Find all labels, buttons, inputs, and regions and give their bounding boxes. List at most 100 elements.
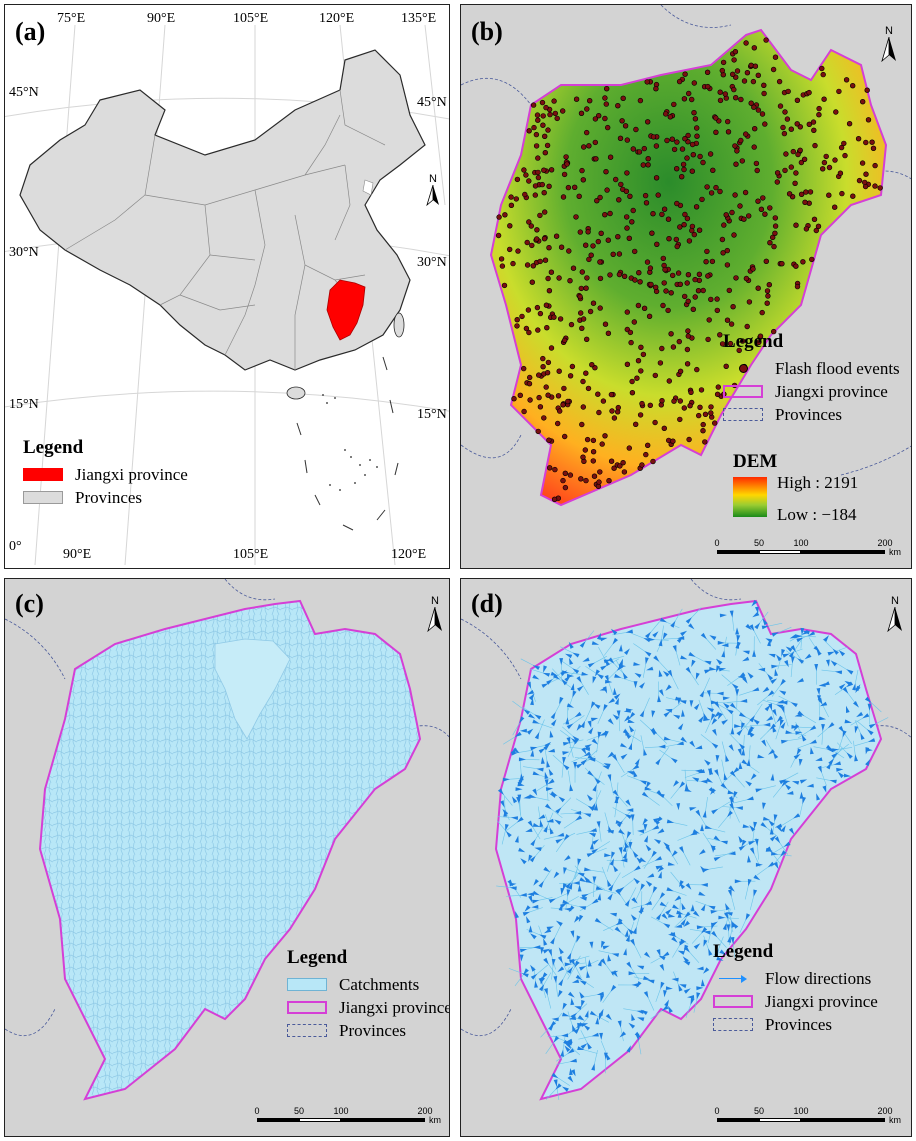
- flood-event-point: [535, 174, 542, 181]
- flow-arrow: [569, 1058, 577, 1063]
- flow-arrow: [628, 841, 633, 850]
- flow-arrow: [802, 796, 806, 805]
- flow-arrow: [732, 767, 740, 774]
- flow-arrow: [562, 757, 566, 765]
- flow-arrow: [667, 862, 676, 866]
- flow-arrow: [765, 638, 773, 643]
- flood-event-point: [534, 227, 540, 233]
- flow-arrow: [570, 1012, 578, 1019]
- flow-arrow: [761, 625, 769, 630]
- flow-arrow: [676, 910, 684, 915]
- flood-event-point: [731, 57, 737, 63]
- flood-event-point: [681, 222, 687, 228]
- flow-arrow: [741, 748, 745, 756]
- flood-event-point: [685, 333, 692, 339]
- flow-arrow: [716, 956, 724, 961]
- flow-arrow: [677, 723, 684, 731]
- flow-arrow: [683, 961, 691, 966]
- jiangxi-boundary-swatch: [723, 385, 763, 398]
- legend-c-catchments: Catchments: [287, 973, 449, 996]
- flow-arrow: [562, 751, 570, 755]
- flood-event-point: [541, 415, 547, 421]
- flood-event-point: [782, 167, 788, 174]
- flow-arrow: [683, 920, 690, 927]
- dem-high: High : 2191: [777, 473, 859, 492]
- flow-arrow: [769, 835, 777, 842]
- flood-event-point: [674, 139, 680, 145]
- flood-event-point: [762, 211, 768, 217]
- flow-arrow: [624, 814, 632, 819]
- flow-arrow: [584, 744, 592, 750]
- flow-arrow: [614, 697, 619, 705]
- flood-event-point: [583, 129, 590, 136]
- legend-c-jiangxi: Jiangxi province: [287, 996, 449, 1019]
- flood-event-point: [548, 345, 555, 351]
- flood-event-point: [682, 136, 688, 142]
- flow-arrow: [657, 828, 665, 834]
- flow-arrow: [533, 945, 541, 950]
- flood-event-point: [632, 277, 638, 283]
- flow-arrow: [618, 829, 626, 835]
- flood-event-point: [674, 243, 680, 250]
- flow-arrow: [703, 712, 708, 720]
- flow-arrow: [795, 634, 803, 638]
- flood-event-point: [809, 256, 815, 263]
- flood-event-point: [624, 225, 630, 231]
- flow-arrow: [588, 757, 596, 762]
- flow-arrow: [607, 954, 612, 962]
- flow-arrow: [573, 1027, 580, 1034]
- flow-arrow: [780, 825, 786, 833]
- flood-event-point: [544, 142, 551, 149]
- flow-arrow: [647, 979, 655, 984]
- flood-event-point: [530, 102, 537, 108]
- flow-arrow: [680, 918, 686, 926]
- flood-event-point: [603, 169, 609, 175]
- flood-event-point: [555, 393, 562, 399]
- flood-event-point: [759, 111, 766, 117]
- flood-event-point: [569, 363, 576, 370]
- flow-arrow: [653, 817, 661, 823]
- flood-event-point: [751, 45, 757, 51]
- flood-event-point: [838, 144, 845, 151]
- flood-event-point: [705, 83, 711, 90]
- flood-event-point: [690, 152, 697, 158]
- flow-arrow: [622, 851, 627, 860]
- flow-arrow: [612, 687, 617, 695]
- flow-arrow: [532, 788, 538, 796]
- flow-arrow: [668, 1005, 673, 1013]
- flood-event-point: [579, 269, 586, 275]
- flood-event-point: [671, 146, 678, 153]
- flow-arrow: [725, 912, 733, 916]
- flood-event-point: [514, 323, 520, 329]
- flow-arrow: [534, 980, 538, 988]
- flow-arrow: [532, 674, 540, 680]
- flood-event-point: [730, 71, 736, 78]
- flow-arrow: [624, 648, 630, 655]
- flood-event-point: [751, 104, 757, 110]
- flow-arrow: [722, 922, 727, 931]
- north-arrow-icon: [427, 606, 442, 633]
- flood-event-point: [680, 161, 687, 168]
- flood-event-point: [527, 397, 533, 403]
- flood-event-point: [798, 159, 805, 166]
- flood-event-point: [685, 328, 691, 334]
- flow-arrow: [571, 1069, 576, 1077]
- flow-arrow: [737, 641, 741, 650]
- flow-arrow: [679, 984, 687, 989]
- flood-event-point: [670, 344, 677, 350]
- flood-event-point: [856, 177, 863, 184]
- flow-arrow: [816, 648, 822, 656]
- flow-arrow: [576, 676, 582, 684]
- flow-arrow: [633, 877, 640, 885]
- flow-arrow: [527, 681, 532, 689]
- flood-event-point: [710, 167, 716, 174]
- flow-arrow: [544, 771, 549, 779]
- flow-arrow: [800, 627, 805, 636]
- flood-event-point: [522, 191, 528, 198]
- flood-event-point: [532, 183, 539, 189]
- flood-event-point: [608, 458, 615, 464]
- flood-event-point: [546, 437, 552, 443]
- flow-arrow: [523, 795, 531, 799]
- flow-arrow: [854, 754, 858, 762]
- flow-arrow: [514, 731, 522, 738]
